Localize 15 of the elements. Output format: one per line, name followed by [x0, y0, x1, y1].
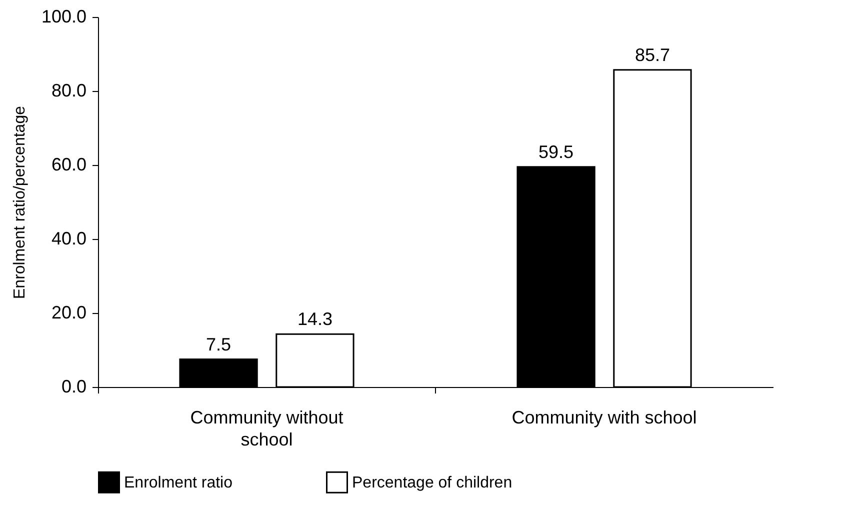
y-tick-label: 80.0 [51, 80, 86, 100]
data-label: 14.3 [297, 309, 332, 330]
y-tick-label: 0.0 [61, 376, 86, 396]
y-tick-label: 60.0 [51, 154, 86, 174]
legend-label: Enrolment ratio [124, 474, 233, 492]
y-tick-label: 20.0 [51, 302, 86, 322]
data-label: 59.5 [538, 142, 574, 162]
data-label: 85.7 [634, 44, 670, 65]
legend-label: Percentage of children [352, 474, 512, 492]
data-label: 7.5 [206, 334, 232, 354]
y-tick-label: 100.0 [41, 6, 86, 26]
x-tick-label: Community with school [512, 408, 697, 428]
y-axis-title: Enrolment ratio/percentage [11, 106, 28, 299]
x-tick-label: Community without school [190, 408, 344, 450]
y-tick-label: 40.0 [51, 228, 86, 248]
